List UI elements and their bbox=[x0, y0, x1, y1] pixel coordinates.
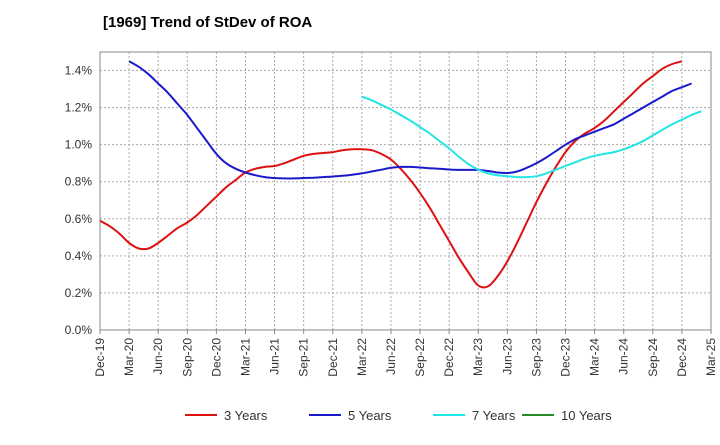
y-tick-label: 0.8% bbox=[65, 175, 93, 189]
x-tick-label: Dec-22 bbox=[442, 338, 456, 377]
x-tick-label: Jun-22 bbox=[384, 338, 398, 375]
x-tick-label: Sep-21 bbox=[297, 338, 311, 377]
legend-label-10-years: 10 Years bbox=[561, 408, 612, 423]
y-tick-label: 0.2% bbox=[65, 286, 93, 300]
x-tick-label: Mar-22 bbox=[355, 338, 369, 376]
x-tick-label: Dec-20 bbox=[209, 338, 223, 377]
plot-frame bbox=[99, 51, 712, 331]
x-tick-labels: Dec-19 Mar-20 Jun-20 Sep-20 Dec-20 Mar-21 Jun-… bbox=[93, 330, 718, 377]
x-tick-label: Jun-21 bbox=[268, 338, 282, 375]
series-line-5-years bbox=[128, 60, 692, 180]
x-tick-label: Sep-20 bbox=[180, 338, 194, 377]
x-tick-label: Sep-24 bbox=[646, 338, 660, 377]
y-tick-labels: 0.0% 0.2% 0.4% 0.6% 0.8% 1.0% 1.2% 1.4% bbox=[65, 64, 93, 337]
y-tick-label: 1.2% bbox=[65, 101, 93, 115]
x-tick-label: Dec-23 bbox=[559, 338, 573, 377]
series-line-3-years bbox=[99, 60, 683, 289]
y-tick-label: 1.0% bbox=[65, 138, 93, 152]
x-tick-label: Jun-20 bbox=[151, 338, 165, 375]
x-tick-label: Jun-23 bbox=[500, 338, 514, 375]
x-tick-label: Mar-24 bbox=[588, 338, 602, 376]
x-tick-label: Jun-24 bbox=[617, 338, 631, 375]
x-tick-label: Dec-19 bbox=[93, 338, 107, 377]
x-tick-label: Sep-22 bbox=[413, 338, 427, 377]
x-tick-label: Mar-25 bbox=[704, 338, 718, 376]
legend-label-3-years: 3 Years bbox=[224, 408, 268, 423]
x-tick-label: Dec-24 bbox=[675, 338, 689, 377]
y-tick-label: 0.4% bbox=[65, 249, 93, 263]
legend-label-5-years: 5 Years bbox=[348, 408, 392, 423]
series-line-7-years bbox=[361, 95, 702, 179]
y-tick-label: 0.0% bbox=[65, 323, 93, 337]
chart-title: [1969] Trend of StDev of ROA bbox=[103, 14, 312, 31]
y-tick-label: 1.4% bbox=[65, 64, 93, 78]
legend: 3 Years 5 Years 7 Years 10 Years bbox=[185, 408, 612, 423]
grid-layer bbox=[100, 52, 711, 330]
y-tick-label: 0.6% bbox=[65, 212, 93, 226]
x-tick-label: Mar-21 bbox=[238, 338, 252, 376]
legend-label-7-years: 7 Years bbox=[472, 408, 516, 423]
series-layer bbox=[99, 60, 702, 289]
x-tick-label: Sep-23 bbox=[529, 338, 543, 377]
x-tick-label: Mar-20 bbox=[122, 338, 136, 376]
x-tick-label: Dec-21 bbox=[326, 338, 340, 377]
x-tick-label: Mar-23 bbox=[471, 338, 485, 376]
